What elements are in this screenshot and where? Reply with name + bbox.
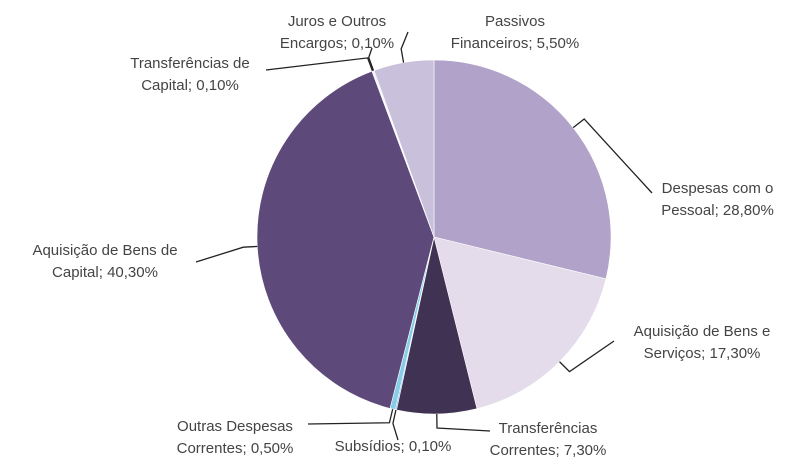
category-name: Subsídios [334, 438, 401, 455]
category-name: Juros e Outros Encargos [279, 13, 387, 52]
leader-line [392, 409, 399, 441]
value-label: 0,50% [250, 440, 294, 457]
slice-label: Aquisição de Bens e Serviços; 17,30% [633, 323, 771, 362]
category-name: Aquisição de Bens de Capital [32, 242, 178, 281]
slice-label: Transferências de Capital; 0,10% [130, 55, 250, 94]
leader-line [368, 47, 375, 71]
slice-label: Outras Despesas Correntes; 0,50% [176, 418, 294, 457]
slice-label: Aquisição de Bens de Capital; 40,30% [32, 242, 178, 281]
leader-line [436, 413, 491, 432]
slice-label: Despesas com o Pessoal; 28,80% [661, 180, 774, 219]
leader-line [265, 57, 374, 72]
pie-slice [256, 70, 435, 409]
slice-label: Juros e Outros Encargos; 0,10% [279, 13, 395, 52]
pie-slice [433, 59, 612, 280]
slice-label: Subsídios; 0,10% [334, 438, 452, 455]
category-name: Transferências Correntes [489, 420, 598, 459]
category-name: Transferências de Capital [130, 55, 250, 94]
leader-line [307, 408, 394, 425]
category-name: Aquisição de Bens e Serviços [633, 323, 771, 362]
value-label: 5,50% [536, 35, 580, 52]
category-name: Despesas com o Pessoal [661, 180, 774, 219]
category-name: Passivos Financeiros [450, 13, 546, 52]
value-label: 17,30% [709, 345, 761, 362]
value-label: 40,30% [107, 264, 158, 281]
value-label: 0,10% [408, 438, 452, 455]
pie-slice [433, 236, 607, 410]
slice-label: Transferências Correntes; 7,30% [489, 420, 607, 459]
leader-line [572, 118, 653, 194]
value-label: 28,80% [722, 202, 774, 219]
value-label: 0,10% [351, 35, 395, 52]
category-name: Outras Despesas Correntes [176, 418, 293, 457]
slice-label: Passivos Financeiros; 5,50% [450, 13, 580, 52]
value-label: 7,30% [563, 442, 607, 459]
leader-line [559, 340, 615, 373]
leader-line [400, 31, 409, 63]
value-label: 0,10% [196, 77, 239, 94]
leader-line [195, 245, 258, 263]
